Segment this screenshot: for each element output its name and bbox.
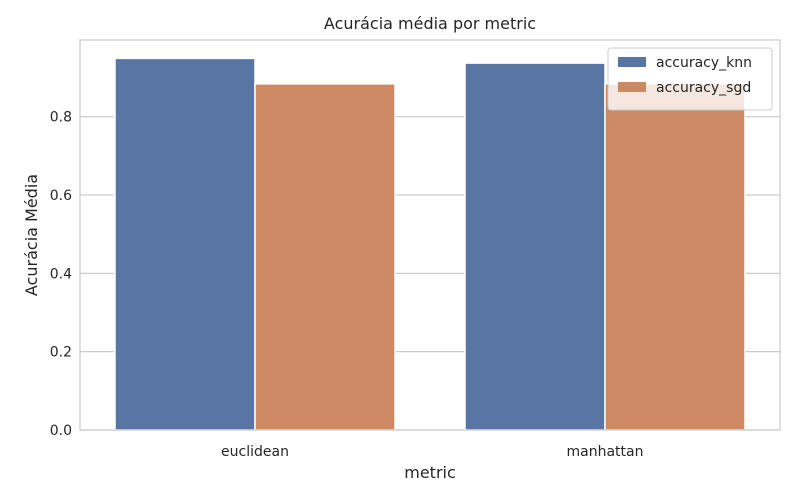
- legend-box: [607, 47, 773, 111]
- legend-label-accuracy_knn: accuracy_knn: [656, 55, 752, 71]
- bar-accuracy_sgd-manhattan: [604, 83, 746, 431]
- y-axis-label: Acurácia Média: [22, 174, 41, 296]
- legend-label-accuracy_sgd: accuracy_sgd: [656, 80, 751, 96]
- y-tick-label: 0.4: [50, 266, 72, 282]
- legend-swatch-accuracy_knn: [618, 57, 646, 67]
- y-tick-label: 0.0: [50, 423, 72, 439]
- bar-accuracy_knn-manhattan: [464, 62, 606, 431]
- y-tick-label: 0.8: [50, 110, 72, 126]
- y-tick-label: 0.6: [50, 188, 72, 204]
- x-tick-label: manhattan: [567, 444, 644, 460]
- x-tick-label: euclidean: [221, 444, 289, 460]
- bars: [114, 57, 746, 431]
- bar-accuracy_sgd-euclidean: [254, 83, 396, 431]
- bar-accuracy_knn-euclidean: [114, 57, 256, 431]
- chart-title: Acurácia média por metric: [324, 14, 536, 33]
- x-axis-label: metric: [404, 463, 456, 482]
- x-tick-labels: euclidean manhattan: [221, 444, 643, 460]
- legend-swatch-accuracy_sgd: [618, 82, 646, 92]
- y-tick-label: 0.2: [50, 345, 72, 361]
- plot-frame: [79, 39, 781, 431]
- y-tick-labels: 0.0 0.2 0.4 0.6 0.8: [50, 110, 72, 439]
- legend: accuracy_knn accuracy_sgd: [607, 47, 773, 111]
